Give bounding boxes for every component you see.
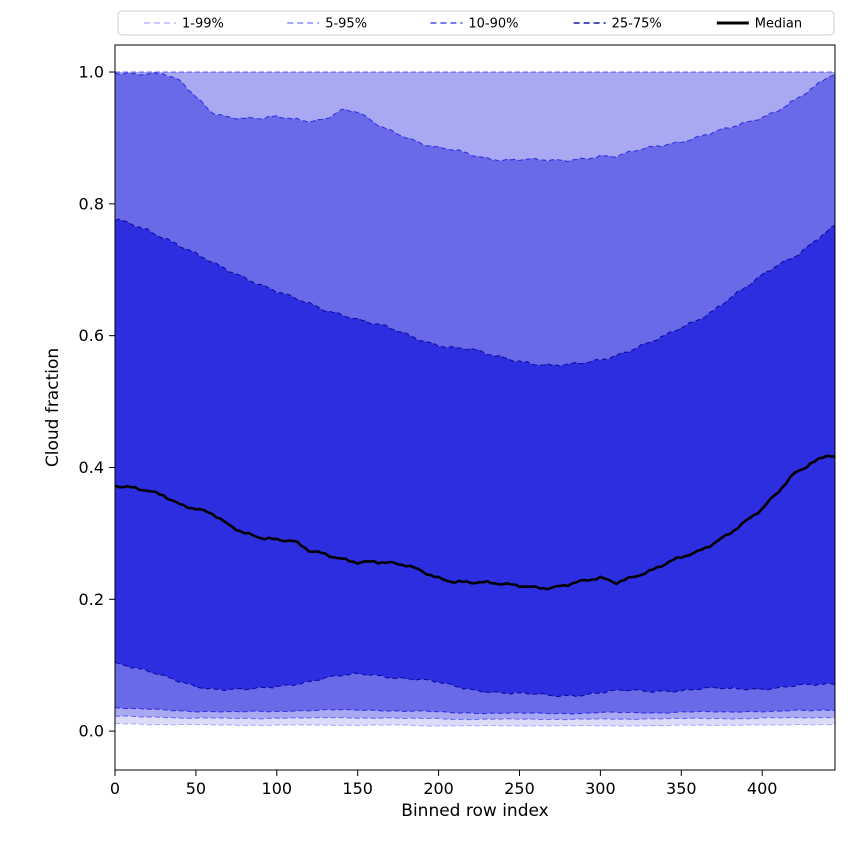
y-tick-label: 0.4 — [79, 458, 104, 477]
edge-p01 — [114, 723, 836, 727]
legend-label: Median — [755, 17, 802, 32]
percentile-bands — [115, 72, 835, 727]
y-axis-label: Cloud fraction — [43, 348, 63, 467]
legend-box — [117, 10, 835, 36]
x-axis-label: Binned row index — [401, 801, 548, 821]
x-tick-label: 350 — [666, 779, 697, 798]
edge-p75 — [114, 218, 836, 367]
x-tick-label: 250 — [504, 779, 535, 798]
y-tick-label: 1.0 — [79, 63, 104, 82]
legend-label: 25-75% — [612, 17, 662, 32]
y-tick-label: 0.8 — [79, 194, 104, 213]
x-tick-label: 300 — [585, 779, 616, 798]
edge-p10 — [114, 707, 835, 715]
x-tick-label: 50 — [186, 779, 206, 798]
x-tick-label: 100 — [262, 779, 293, 798]
y-tick-label: 0.2 — [79, 590, 104, 609]
median-line — [114, 454, 836, 591]
edge-p05 — [114, 715, 836, 721]
y-tick-label: 0.0 — [79, 722, 104, 741]
y-axis: 0.0 0.2 0.4 0.6 0.8 1.0 Cloud fraction — [43, 63, 115, 741]
edge-p90 — [114, 72, 836, 163]
x-tick-label: 0 — [110, 779, 120, 798]
legend-label: 10-90% — [468, 17, 518, 32]
edge-p25 — [114, 661, 836, 698]
y-tick-label: 0.6 — [79, 326, 104, 345]
x-tick-label: 150 — [342, 779, 373, 798]
x-tick-label: 200 — [423, 779, 454, 798]
legend: 1-99% 5-95% 10-90% 25-75% Median — [117, 10, 835, 36]
x-tick-label: 400 — [747, 779, 778, 798]
legend-label: 1-99% — [182, 17, 224, 32]
band-edges — [114, 71, 836, 727]
band-25-75% — [115, 219, 835, 697]
x-axis: 0 50 100 150 200 250 300 350 400 Binned row index — [110, 770, 778, 821]
legend-label: 5-95% — [325, 17, 367, 32]
axes-frame — [114, 44, 836, 771]
